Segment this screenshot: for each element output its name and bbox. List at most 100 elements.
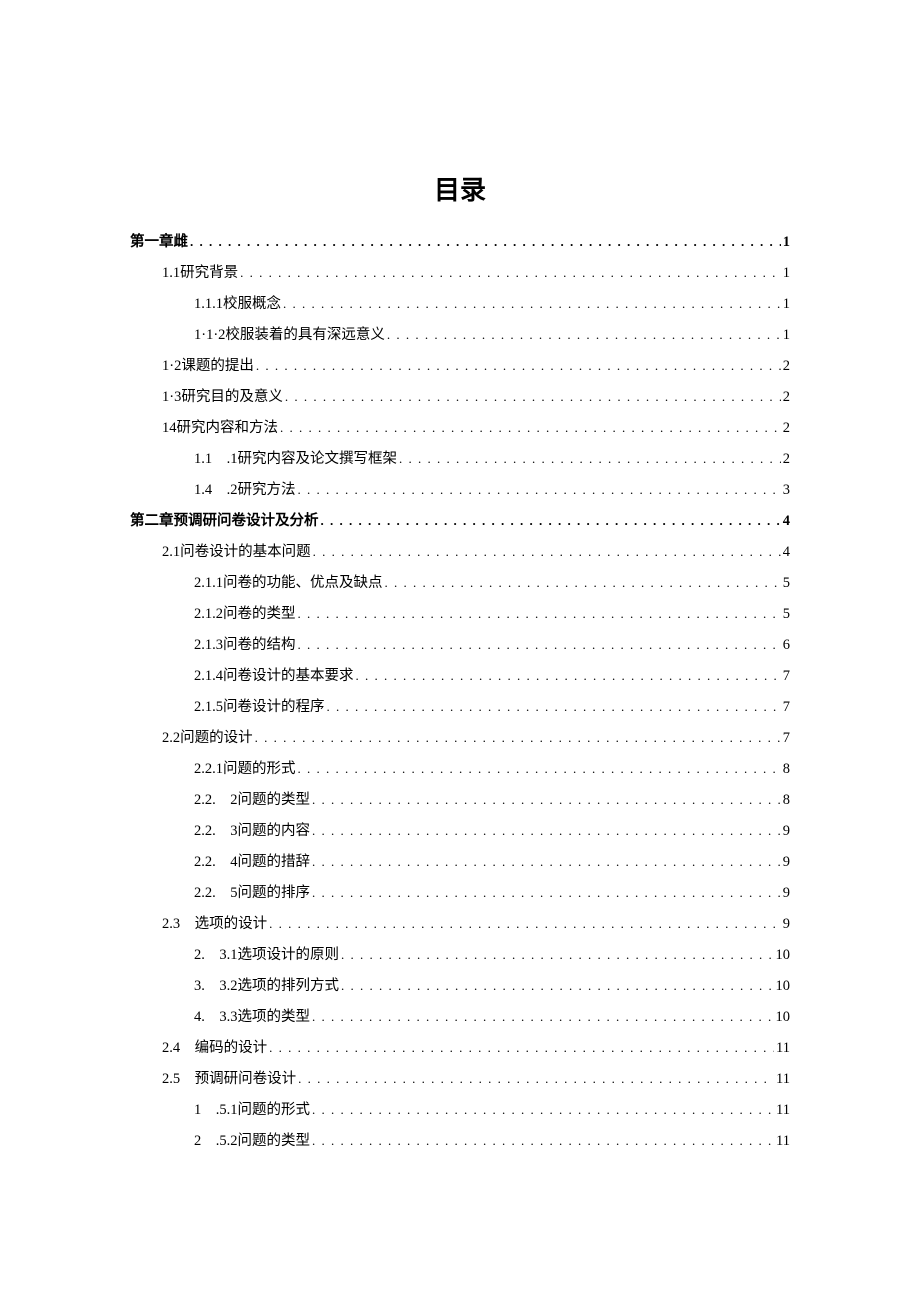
toc-entry-label: 2.1.1问卷的功能、优点及缺点	[194, 576, 383, 591]
toc-entry-page: 10	[774, 948, 791, 963]
toc-leader-dots	[310, 855, 781, 868]
toc-entry-label: 2.3 选项的设计	[162, 917, 267, 932]
toc-entry: 2.2.1问题的形式 8	[130, 762, 790, 777]
toc-entry: 2.1问卷设计的基本问题 4	[130, 545, 790, 560]
toc-leader-dots	[296, 607, 781, 620]
toc-entry: 14研究内容和方法 2	[130, 421, 790, 436]
toc-entry-page: 6	[781, 638, 790, 653]
toc-entry-page: 8	[781, 793, 790, 808]
toc-entry-label: 1.1研究背景	[162, 266, 238, 281]
toc-leader-dots	[310, 1103, 774, 1116]
toc-leader-dots	[253, 731, 781, 744]
toc-entry-label: 第一章雌	[130, 235, 188, 250]
toc-entry-page: 11	[774, 1134, 790, 1149]
toc-entry-page: 7	[781, 731, 790, 746]
toc-leader-dots	[283, 390, 781, 403]
toc-entry-page: 9	[781, 917, 790, 932]
toc-entry: 2. 3.1选项设计的原则10	[130, 948, 790, 963]
toc-entry-page: 11	[774, 1103, 790, 1118]
toc-entry: 2.1.5问卷设计的程序 7	[130, 700, 790, 715]
toc-entry: 2.2. 3问题的内容 9	[130, 824, 790, 839]
toc-entry-label: 2.2. 4问题的措辞	[194, 855, 310, 870]
toc-entry: 1·1·2校服装着的具有深远意义 1	[130, 328, 790, 343]
toc-entry: 1.1.1校服概念 1	[130, 297, 790, 312]
toc-entry-label: 2.2. 2问题的类型	[194, 793, 310, 808]
toc-entry: 第一章雌 1	[130, 235, 790, 250]
toc-entry: 1·3研究目的及意义 2	[130, 390, 790, 405]
toc-entry-label: 2.2问题的设计	[162, 731, 253, 746]
toc-leader-dots	[296, 638, 781, 651]
toc-entry: 3. 3.2选项的排列方式 10	[130, 979, 790, 994]
toc-leader-dots	[354, 669, 781, 682]
toc-entry-page: 11	[774, 1072, 790, 1087]
toc-entry: 1·2课题的提出 2	[130, 359, 790, 374]
toc-entry: 2 .5.2问题的类型11	[130, 1134, 790, 1149]
toc-list: 第一章雌11.1研究背景11.1.1校服概念 11·1·2校服装着的具有深远意义…	[130, 235, 790, 1149]
toc-entry-label: 2.2. 5问题的排序	[194, 886, 310, 901]
toc-entry-label: 1·3研究目的及意义	[162, 390, 283, 405]
toc-entry-label: 3. 3.2选项的排列方式	[194, 979, 339, 994]
toc-leader-dots	[281, 297, 781, 310]
toc-entry-page: 2	[781, 452, 790, 467]
toc-entry: 2.1.3问卷的结构 6	[130, 638, 790, 653]
toc-entry-label: 1·1·2校服装着的具有深远意义	[194, 328, 385, 343]
toc-entry-page: 3	[781, 483, 790, 498]
toc-entry-label: 2.1问卷设计的基本问题	[162, 545, 311, 560]
toc-entry: 2.1.2问卷的类型 5	[130, 607, 790, 622]
toc-entry-label: 4. 3.3选项的类型	[194, 1010, 310, 1025]
toc-entry-label: 14研究内容和方法	[162, 421, 278, 436]
toc-entry-page: 4	[781, 545, 790, 560]
toc-leader-dots	[325, 700, 781, 713]
toc-leader-dots	[310, 824, 781, 837]
toc-entry-page: 2	[781, 390, 790, 405]
toc-entry-page: 7	[781, 700, 790, 715]
toc-entry-label: 2.1.4问卷设计的基本要求	[194, 669, 354, 684]
toc-entry-page: 5	[781, 607, 790, 622]
toc-leader-dots	[267, 917, 781, 930]
toc-entry-page: 9	[781, 855, 790, 870]
toc-entry: 1.4 .2研究方法 3	[130, 483, 790, 498]
toc-entry: 2.5 预调研问卷设计 11	[130, 1072, 790, 1087]
toc-title: 目录	[130, 170, 790, 207]
toc-entry: 2.2. 4问题的措辞 9	[130, 855, 790, 870]
toc-entry: 2.2. 5问题的排序 9	[130, 886, 790, 901]
toc-entry-label: 1.1 .1研究内容及论文撰写框架	[194, 452, 397, 467]
toc-entry-page: 4	[781, 514, 790, 529]
toc-entry-label: 2.5 预调研问卷设计	[162, 1072, 296, 1087]
toc-entry-label: 2.2. 3问题的内容	[194, 824, 310, 839]
toc-entry-page: 1	[781, 235, 790, 250]
toc-entry-label: 2.1.3问卷的结构	[194, 638, 296, 653]
toc-entry-page: 1	[781, 328, 790, 343]
toc-leader-dots	[254, 359, 781, 372]
toc-leader-dots	[310, 1010, 774, 1023]
toc-entry-label: 2.1.5问卷设计的程序	[194, 700, 325, 715]
toc-leader-dots	[296, 762, 781, 775]
toc-entry-label: 2.4 编码的设计	[162, 1041, 267, 1056]
toc-leader-dots	[310, 886, 781, 899]
toc-leader-dots	[310, 1134, 774, 1147]
toc-entry-label: 1·2课题的提出	[162, 359, 254, 374]
toc-leader-dots	[385, 328, 781, 341]
toc-entry-page: 11	[774, 1041, 790, 1056]
toc-leader-dots	[383, 576, 781, 589]
toc-entry: 2.1.4问卷设计的基本要求 7	[130, 669, 790, 684]
toc-entry: 4. 3.3选项的类型10	[130, 1010, 790, 1025]
toc-entry-page: 10	[774, 979, 791, 994]
toc-entry-label: 1.1.1校服概念	[194, 297, 281, 312]
toc-entry-page: 2	[781, 421, 790, 436]
toc-entry: 2.3 选项的设计 9	[130, 917, 790, 932]
toc-leader-dots	[296, 1072, 774, 1085]
toc-leader-dots	[238, 266, 781, 279]
toc-entry-page: 1	[781, 266, 790, 281]
toc-entry-label: 第二章预调研问卷设计及分析	[130, 514, 319, 529]
toc-entry-label: 1 .5.1问题的形式	[194, 1103, 310, 1118]
toc-page: 目录 第一章雌11.1研究背景11.1.1校服概念 11·1·2校服装着的具有深…	[0, 0, 920, 1225]
toc-leader-dots	[310, 793, 781, 806]
toc-entry-page: 1	[781, 297, 790, 312]
toc-leader-dots	[278, 421, 781, 434]
toc-entry-page: 9	[781, 824, 790, 839]
toc-entry-page: 2	[781, 359, 790, 374]
toc-entry-label: 2.1.2问卷的类型	[194, 607, 296, 622]
toc-entry: 2.1.1问卷的功能、优点及缺点 5	[130, 576, 790, 591]
toc-entry: 2.2问题的设计 7	[130, 731, 790, 746]
